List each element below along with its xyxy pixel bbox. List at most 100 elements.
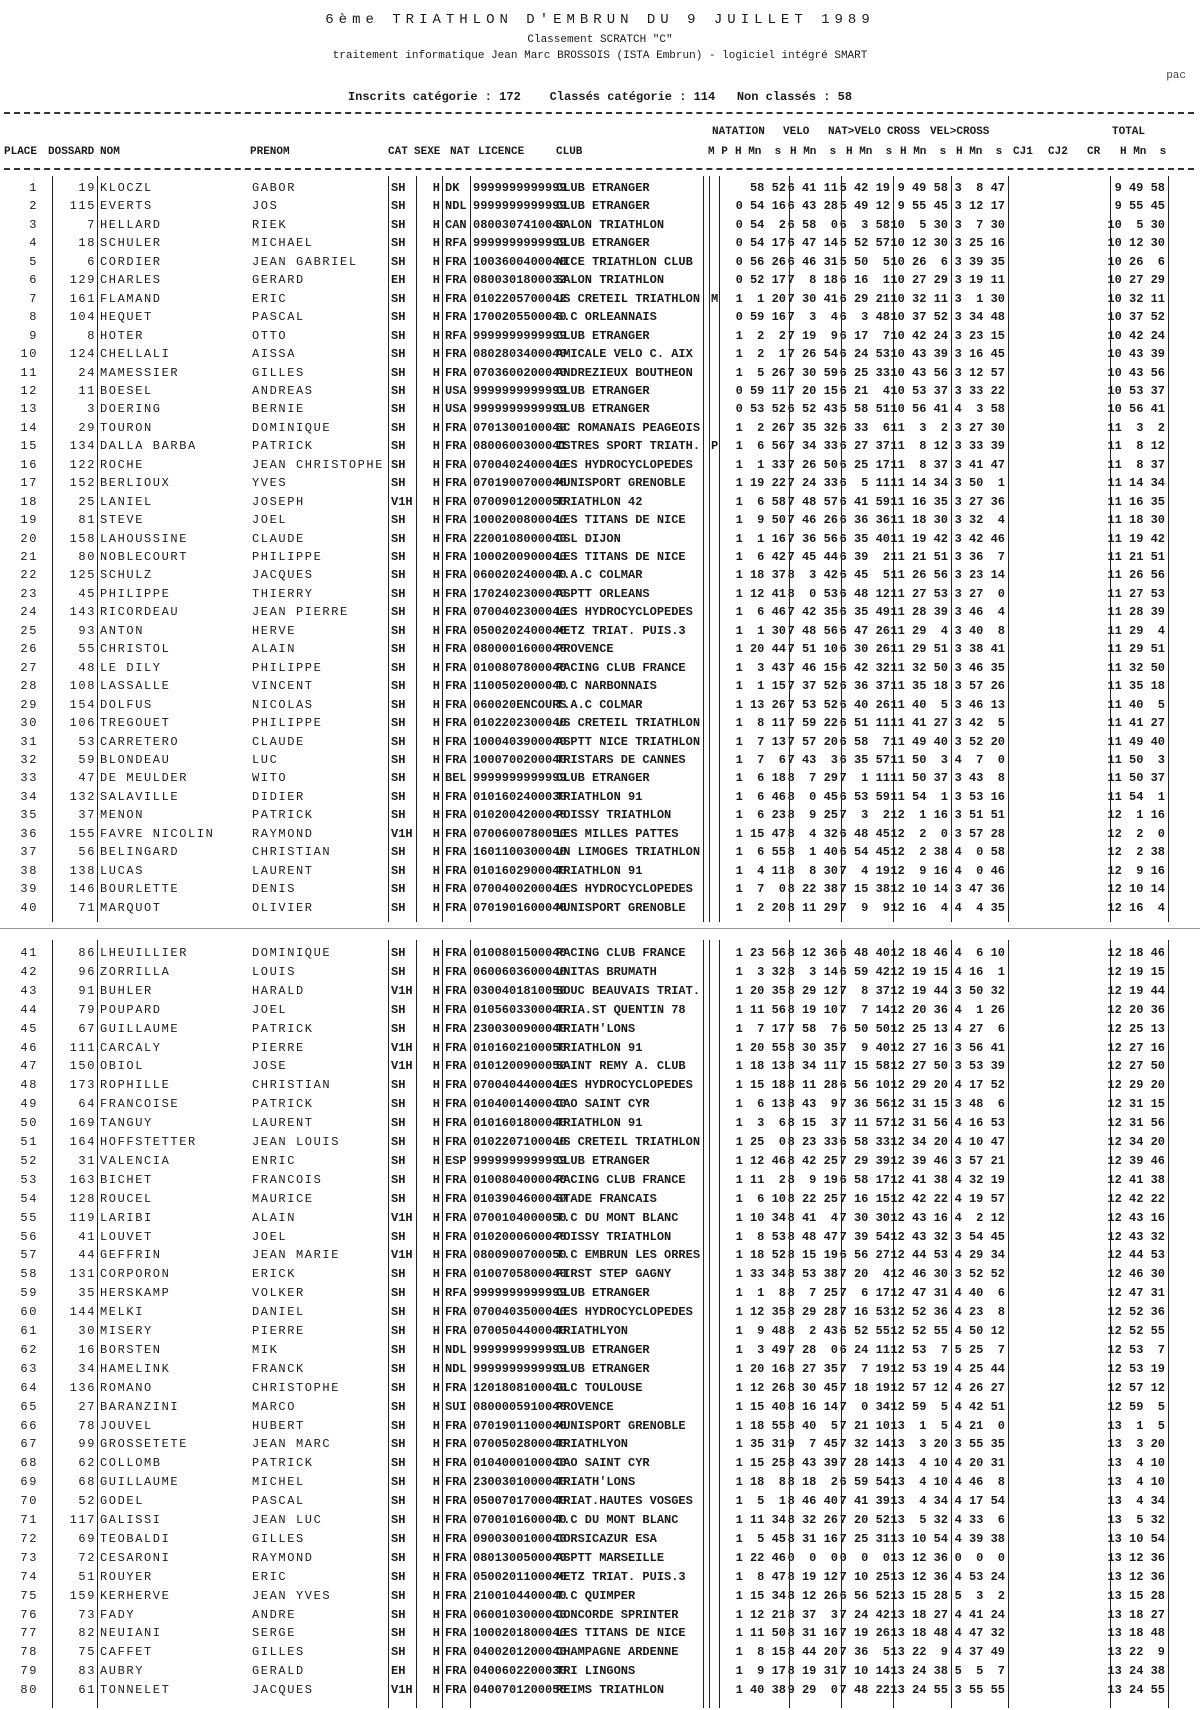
prenom-cell: JEAN LUC <box>252 1513 323 1527</box>
nom-cell: MENON <box>100 808 145 823</box>
nat-cell: CAN <box>445 217 467 232</box>
table-row: 20 158 LAHOUSSINE CLAUDE SH H FRA 2200108000040… <box>0 530 1200 548</box>
dossard-cell: 164 <box>69 1135 96 1149</box>
licence-cell: 0500202400040 <box>473 623 567 638</box>
cat-cell: SH <box>391 586 406 601</box>
nom-cell: LHEUILLIER <box>100 946 189 960</box>
licence-cell: 0701900700040 <box>473 476 567 491</box>
cat-cell: SH <box>391 1494 406 1509</box>
header-cat: CAT <box>388 146 408 158</box>
cross-time: 12 18 46 <box>890 946 948 960</box>
vel-cross-time: 4 29 34 <box>954 1248 1005 1263</box>
sexe-cell: H <box>432 439 440 454</box>
sexe-cell: H <box>432 291 440 306</box>
cat-cell: SH <box>391 347 406 362</box>
place-cell: 66 <box>20 1418 38 1433</box>
velo-time: 8 40 5 <box>787 1418 838 1433</box>
cat-cell: SH <box>391 328 406 343</box>
nat-cell: FRA <box>445 1475 467 1490</box>
nom-cell: TEOBALDI <box>100 1531 171 1546</box>
club-cell: CLUB ETRANGER <box>556 383 650 398</box>
prenom-cell: ENRIC <box>252 1153 297 1168</box>
table-row: 16 122 ROCHE JEAN CHRISTOPHE SH H FRA 070040240… <box>0 456 1200 474</box>
licence-cell: 1000403900040 <box>473 734 567 749</box>
prenom-cell: GILLES <box>252 365 305 380</box>
place-cell: 8 <box>29 310 38 325</box>
licence-cell: 0100804000040 <box>473 1172 567 1187</box>
place-cell: 23 <box>20 586 38 601</box>
cross-time: 12 53 19 <box>890 1361 948 1376</box>
total-time: 13 15 28 <box>1107 1588 1165 1603</box>
cat-cell: SH <box>391 383 406 398</box>
natation-time: 1 11 56 <box>735 1002 786 1017</box>
sexe-cell: H <box>432 586 440 601</box>
nom-cell: DE MEULDER <box>100 771 189 786</box>
table-row: 41 86 LHEUILLIER DOMINIQUE SH H FRA 01008015000… <box>0 944 1200 962</box>
club-cell: T.C DU MONT BLANC <box>556 1210 679 1225</box>
table-row: 73 72 CESARONI RAYMOND SH H FRA 0801300500040 AS… <box>0 1549 1200 1567</box>
nat-velo-time: 6 36 37 <box>839 679 890 694</box>
cross-time: 10 26 6 <box>890 254 948 269</box>
natation-time: 1 3 49 <box>735 1342 786 1357</box>
cross-time: 12 25 13 <box>890 1021 948 1036</box>
prenom-cell: PATRICK <box>252 1097 314 1112</box>
place-cell: 62 <box>20 1342 38 1357</box>
velo-time: 8 30 45 <box>787 1380 838 1395</box>
natation-time: 0 54 17 <box>735 236 786 251</box>
natation-time: 0 53 52 <box>735 402 786 417</box>
velo-time: 8 48 47 <box>787 1229 838 1244</box>
vel-cross-time: 3 39 35 <box>954 254 1005 269</box>
nat-cell: FRA <box>445 513 467 528</box>
nat-velo-time: 6 47 26 <box>839 623 890 638</box>
vel-cross-time: 3 53 16 <box>954 789 1005 804</box>
total-time: 11 50 37 <box>1107 771 1165 786</box>
vel-cross-time: 4 39 38 <box>954 1531 1005 1546</box>
vel-cross-time: 3 54 45 <box>954 1229 1005 1244</box>
velo-time: 8 3 42 <box>787 568 838 583</box>
cross-time: 10 12 30 <box>890 236 948 251</box>
header-cross: CROSS <box>887 126 921 138</box>
dossard-cell: 83 <box>78 1664 96 1679</box>
table-row: 23 45 PHILIPPE THIERRY SH H FRA 1702402300040 AS… <box>0 585 1200 603</box>
cat-cell: SH <box>391 402 406 417</box>
velo-time: 7 57 20 <box>787 734 838 749</box>
velo-time: 7 3 4 <box>787 310 838 325</box>
cat-cell: SH <box>391 1153 406 1168</box>
sexe-cell: H <box>432 254 440 269</box>
vel-cross-time: 3 32 4 <box>954 513 1005 528</box>
cross-time: 13 22 9 <box>890 1645 948 1660</box>
club-cell: ASPTT ORLEANS <box>556 586 650 601</box>
nom-cell: HERSKAMP <box>100 1286 171 1301</box>
column-rule <box>388 940 389 1708</box>
natation-time: 1 12 35 <box>735 1305 786 1320</box>
place-cell: 48 <box>20 1078 38 1093</box>
cat-cell: SH <box>391 863 406 878</box>
table-row: 10 124 CHELLALI AISSA SH H FRA 0802803400040 AMI… <box>0 345 1200 363</box>
velo-time: 0 0 0 <box>787 1550 838 1565</box>
natation-time: 1 33 34 <box>735 1267 786 1282</box>
column-rule <box>951 176 952 922</box>
cross-time: 11 40 5 <box>890 697 948 712</box>
nat-velo-time: 6 41 59 <box>839 494 890 509</box>
cat-cell: SH <box>391 752 406 767</box>
header-club: CLUB <box>556 146 583 158</box>
club-cell: POISSY TRIATHLON <box>556 1229 672 1244</box>
nat-cell: FRA <box>445 882 467 897</box>
nat-cell: FRA <box>445 1607 467 1622</box>
nat-velo-time: 7 15 38 <box>839 882 890 897</box>
velo-time: 8 42 25 <box>787 1153 838 1168</box>
nat-velo-time: 6 48 45 <box>839 826 890 841</box>
sexe-cell: H <box>432 716 440 731</box>
cat-cell: SH <box>391 734 406 749</box>
prenom-cell: PHILIPPE <box>252 660 323 675</box>
cross-time: 12 27 50 <box>890 1059 948 1074</box>
place-cell: 56 <box>20 1229 38 1244</box>
nat-velo-time: 7 9 9 <box>839 900 890 915</box>
header-divider-top <box>4 112 1194 114</box>
nat-velo-time: 7 32 14 <box>839 1437 890 1452</box>
dossard-cell: 146 <box>69 882 96 897</box>
nat-velo-time: 6 52 55 <box>839 1324 890 1338</box>
cat-cell: SH <box>391 1531 406 1546</box>
licence-cell: 0700104000050 <box>473 1210 567 1225</box>
nat-velo-time: 7 41 39 <box>839 1494 890 1509</box>
